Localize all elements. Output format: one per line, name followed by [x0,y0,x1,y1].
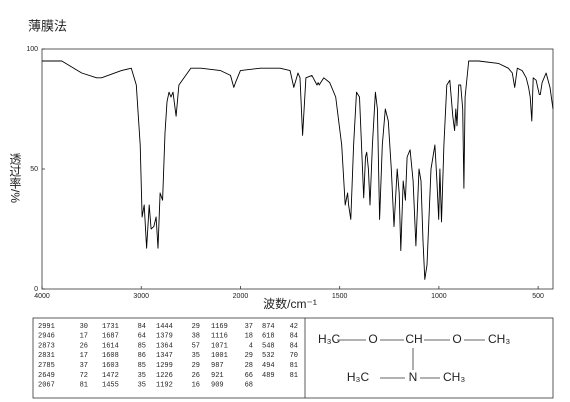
peak-transmittance: 68 [245,382,253,390]
plot-frame [41,48,554,290]
peak-transmittance: 85 [138,342,146,350]
peak-transmittance: 38 [192,333,200,341]
peak-transmittance: 84 [290,333,298,341]
peak-wavenumber: 1608 [102,352,119,360]
peak-wavenumber: 2649 [38,372,55,380]
peak-wavenumber: 1169 [211,323,228,331]
structure-atom: O [452,332,461,346]
peak-transmittance: 29 [192,362,200,370]
peak-transmittance: 17 [80,333,88,341]
peak-wavenumber: 1614 [102,342,119,350]
peak-wavenumber: 2785 [38,362,55,370]
peak-wavenumber: 909 [211,382,224,390]
structure-atom: CH [405,332,422,346]
peak-transmittance: 16 [192,382,200,390]
peak-wavenumber: 532 [262,352,275,360]
peak-wavenumber: 1226 [156,372,173,380]
peak-wavenumber: 1001 [211,352,228,360]
structure-atom: O [368,332,377,346]
peak-wavenumber: 489 [262,372,275,380]
peak-transmittance: 57 [192,342,200,350]
peak-wavenumber: 987 [211,362,224,370]
peak-transmittance: 4 [249,342,253,350]
x-tick-label: 3000 [133,293,149,300]
peak-wavenumber: 548 [262,342,275,350]
y-axis-label: 透过率/% [8,153,22,204]
peak-wavenumber: 1379 [156,333,173,341]
peak-wavenumber: 921 [211,372,224,380]
peak-transmittance: 35 [192,352,200,360]
peak-transmittance: 30 [80,323,88,331]
x-axis-label: 波数/cm⁻¹ [263,296,317,311]
peak-transmittance: 18 [245,333,253,341]
peak-transmittance: 72 [80,372,88,380]
peak-transmittance: 26 [80,342,88,350]
peak-wavenumber: 1192 [156,382,173,390]
peak-transmittance: 66 [245,372,253,380]
chart-title: 薄膜法 [28,18,67,33]
peak-wavenumber: 2873 [38,342,55,350]
peak-wavenumber: 2991 [38,323,55,331]
peak-transmittance: 81 [290,362,298,370]
peak-wavenumber: 1116 [211,333,228,341]
peak-wavenumber: 1687 [102,333,119,341]
peak-wavenumber: 874 [262,323,275,331]
structure-bonds [337,339,485,379]
peak-transmittance: 29 [245,352,253,360]
peak-transmittance: 29 [192,323,200,331]
peak-wavenumber: 1299 [156,362,173,370]
structure-atom: H₃C [318,332,341,346]
peak-transmittance: 85 [138,362,146,370]
peak-wavenumber: 1071 [211,342,228,350]
peak-transmittance: 84 [138,323,146,331]
peak-wavenumber: 1603 [102,362,119,370]
peak-transmittance: 35 [138,372,146,380]
peak-transmittance: 81 [80,382,88,390]
peak-transmittance: 37 [245,323,253,331]
peak-wavenumber: 1347 [156,352,173,360]
peak-wavenumber: 2067 [38,382,55,390]
y-tick-label: 0 [34,286,38,293]
peak-transmittance: 81 [290,372,298,380]
peak-transmittance: 84 [290,342,298,350]
peak-wavenumber: 1472 [102,372,119,380]
x-tick-label: 1500 [332,293,348,300]
x-tick-label: 4000 [34,293,50,300]
structure-atom: N [409,370,418,384]
peak-wavenumber: 1364 [156,342,173,350]
peak-wavenumber: 1455 [102,382,119,390]
peak-transmittance: 35 [138,382,146,390]
peak-transmittance: 64 [138,333,146,341]
peak-transmittance: 86 [138,352,146,360]
peak-transmittance: 26 [192,372,200,380]
spectrum-line [42,60,554,280]
y-tick-label: 50 [30,166,38,173]
table-frame [32,317,554,399]
peak-wavenumber: 618 [262,333,275,341]
peak-wavenumber: 1444 [156,323,173,331]
x-tick-label: 1000 [431,293,447,300]
peak-wavenumber: 2831 [38,352,55,360]
y-tick-label: 100 [26,46,38,53]
structure-atom: CH₃ [488,332,510,346]
x-tick-label: 2000 [233,293,249,300]
structure-atom: CH₃ [443,370,465,384]
peak-transmittance: 70 [290,352,298,360]
structure-atom: H₃C [347,370,370,384]
peak-transmittance: 37 [80,362,88,370]
peak-wavenumber: 494 [262,362,275,370]
x-tick-label: 500 [532,293,544,300]
peak-transmittance: 17 [80,352,88,360]
peak-wavenumber: 1731 [102,323,119,331]
peak-transmittance: 42 [290,323,298,331]
peak-wavenumber: 2946 [38,333,55,341]
peak-transmittance: 28 [245,362,253,370]
